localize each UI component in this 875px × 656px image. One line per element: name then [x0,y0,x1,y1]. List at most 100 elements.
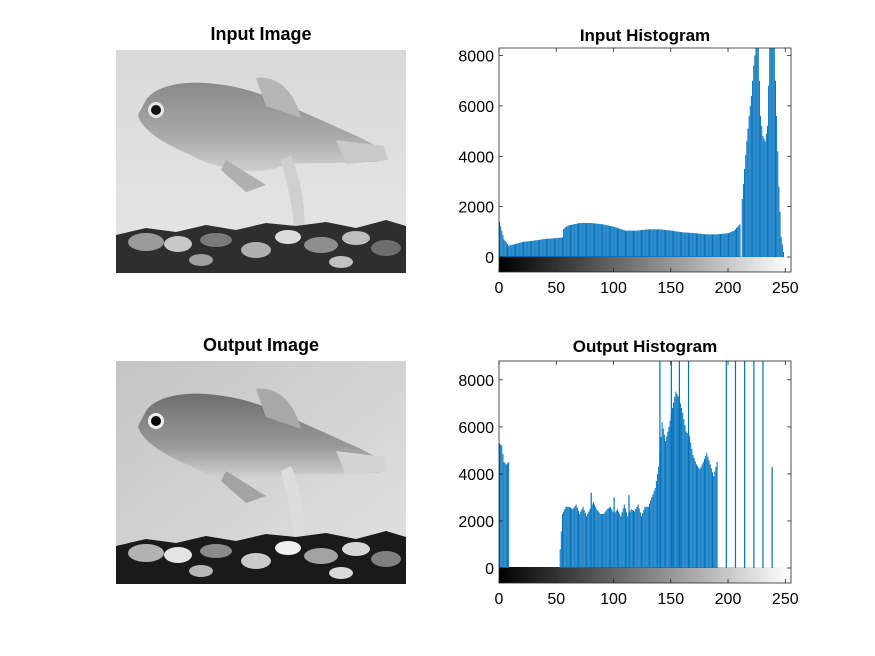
output-histogram-spike [744,361,746,568]
output-histogram-bar [693,458,695,568]
output-histogram-title: Output Histogram [573,337,718,356]
input-histogram-bar [781,244,783,257]
input-histogram-bar [548,238,550,257]
input-histogram-bar [513,244,515,257]
output-histogram-bar [710,468,712,568]
input-histogram-bar [619,228,621,257]
input-histogram-bar [523,241,525,257]
input-histogram-axes-frame [498,47,792,273]
output-histogram-bar [669,420,671,568]
output-histogram-bar [637,504,639,568]
input-histogram-bar [678,231,680,257]
output-histogram-bar [636,506,638,568]
output-histogram-bar [684,425,686,568]
input-histogram-bar [618,228,620,257]
output-histogram-bar [653,491,655,568]
output-histogram-bar [639,512,641,568]
input-histogram-bar [682,232,684,257]
output-histogram-bar [503,462,505,568]
output-histogram-bar [716,462,718,568]
input-histogram-bar [660,229,662,257]
goldfish-picture-output [116,361,406,584]
output-image-title: Output Image [203,335,319,355]
input-image-title: Input Image [210,24,312,44]
output-histogram-bar [698,467,700,568]
output-y-tick-label: 6000 [458,420,494,437]
output-histogram-bar [607,508,609,568]
output-histogram-bar [674,397,676,568]
output-histogram-bar [505,464,507,568]
input-histogram-bar [607,225,609,257]
input-x-tick-label: 200 [715,280,742,297]
input-histogram-bar [639,230,641,257]
input-histogram-bar [537,239,539,257]
output-histogram-bar [655,480,657,568]
output-histogram-bar [573,507,575,568]
input-histogram-bar [741,199,743,257]
input-histogram-bar [638,230,640,257]
input-histogram-bar [711,234,713,257]
input-histogram-bar [701,233,703,257]
output-histogram-bar [584,513,586,568]
output-histogram-bar [622,508,624,568]
input-histogram-bar [595,223,597,257]
input-histogram-bar [755,48,757,257]
output-histogram-bar [642,513,644,568]
input-histogram-bar [667,230,669,257]
input-histogram-bar [613,226,615,257]
input-histogram-bar [734,229,736,257]
input-histogram-bar [640,230,642,257]
input-histogram-bar [610,226,612,257]
input-histogram-bar [604,224,606,257]
input-histogram-bar [556,238,558,257]
input-histogram-bar [721,233,723,257]
output-histogram-bar [568,506,570,568]
input-histogram-bar [668,230,670,257]
input-histogram-bar [584,223,586,257]
input-histogram-bar [586,223,588,257]
input-x-tick-label: 250 [772,280,799,297]
input-histogram-bar [624,230,626,257]
output-histogram-bar [608,507,610,568]
input-histogram-bar [731,231,733,257]
input-histogram-bar [606,225,608,257]
input-histogram-bar [665,229,667,257]
input-histogram-bar [623,230,625,257]
input-histogram-bar [728,233,730,257]
output-histogram-bar [631,509,633,568]
input-histogram-bar [663,229,665,257]
input-histogram-bar [746,141,748,257]
input-histogram-bar [779,211,781,257]
input-histogram-bar [686,232,688,257]
output-x-tick-label: 200 [715,591,742,608]
output-histogram-bar [715,466,717,568]
output-histogram-bar [610,506,612,568]
output-histogram-bar [663,434,665,568]
output-histogram-bar [706,452,708,568]
input-y-tick-label: 0 [485,250,494,267]
output-histogram-bar [644,506,646,568]
input-histogram-bar [748,115,750,258]
input-histogram-bar [765,133,767,257]
input-histogram-bar [726,233,728,257]
input-histogram-bar [666,230,668,257]
input-histogram-bar [519,242,521,257]
input-histogram-bar [703,234,705,257]
input-histogram-bar [544,238,546,257]
input-histogram-bar [599,224,601,257]
input-histogram-bar [503,239,505,257]
output-histogram-bar [676,393,678,568]
input-histogram-bar [692,233,694,257]
input-histogram-bar [744,168,746,257]
input-histogram-bar [564,228,566,257]
input-histogram-bar [603,224,605,257]
output-histogram-bar [595,506,597,568]
output-histogram-bar [623,504,625,568]
output-histogram-bar [703,459,705,568]
input-histogram-bar [560,237,562,257]
input-histogram-bar [729,232,731,257]
input-histogram-bar [662,229,664,257]
output-histogram-bar [632,510,634,568]
output-histogram-bar [599,513,601,568]
input-histogram-bar [705,234,707,257]
